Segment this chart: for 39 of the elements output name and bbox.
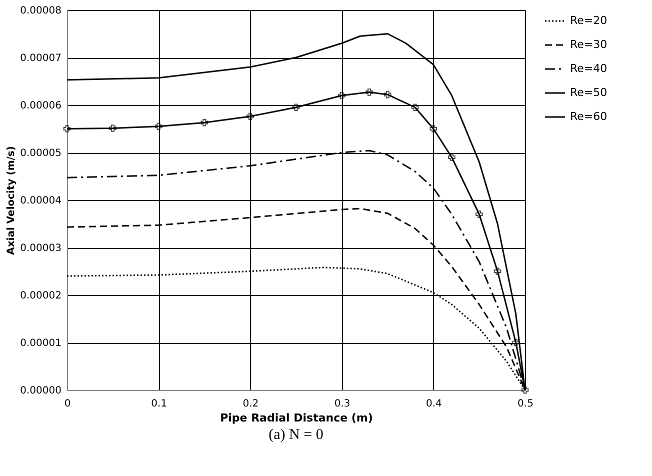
y-tick-label: 0.00002 bbox=[20, 290, 62, 302]
point bbox=[384, 90, 392, 98]
x-tick-label: 0.2 bbox=[242, 398, 259, 410]
legend-label: Re=60 bbox=[570, 110, 608, 123]
y-tick-label: 0.00006 bbox=[20, 100, 62, 112]
y-tick-label: 0.00005 bbox=[20, 148, 62, 159]
y-tick-label: 0.00007 bbox=[20, 53, 62, 64]
point bbox=[448, 154, 456, 161]
point bbox=[200, 118, 208, 126]
y-tick-label: 0.00001 bbox=[20, 338, 62, 349]
legend-label: Re=50 bbox=[570, 86, 608, 99]
point bbox=[411, 104, 419, 112]
x-tick-label: 0 bbox=[64, 398, 71, 410]
legend-label: Re=40 bbox=[570, 62, 608, 75]
point bbox=[512, 338, 520, 346]
y-tick-label: 0.00000 bbox=[20, 386, 62, 396]
y-tick-label: 0.00003 bbox=[20, 243, 62, 254]
x-tick-label: 0.5 bbox=[518, 398, 534, 410]
point bbox=[494, 268, 502, 275]
point bbox=[109, 124, 116, 132]
x-tick-label: 0.3 bbox=[334, 398, 350, 410]
point bbox=[246, 112, 254, 120]
point bbox=[476, 210, 483, 218]
point bbox=[521, 386, 529, 394]
x-tick-label: 0.1 bbox=[151, 398, 168, 410]
x-axis-title: Pipe Radial Distance (m) bbox=[220, 412, 373, 424]
point bbox=[292, 104, 300, 112]
legend-label: Re=20 bbox=[570, 14, 608, 27]
point bbox=[63, 125, 71, 132]
x-tick-label: 0.4 bbox=[426, 398, 442, 410]
point bbox=[338, 92, 346, 100]
point bbox=[154, 122, 162, 130]
y-tick-label: 0.00008 bbox=[20, 6, 62, 16]
point bbox=[366, 88, 373, 96]
text: (a) N = 0 bbox=[268, 427, 324, 443]
y-tick-label: 0.00004 bbox=[20, 196, 62, 206]
legend-label: Re=30 bbox=[570, 38, 608, 51]
y-axis-title: Axial Velocity (m/s) bbox=[6, 146, 18, 255]
point bbox=[430, 125, 438, 132]
